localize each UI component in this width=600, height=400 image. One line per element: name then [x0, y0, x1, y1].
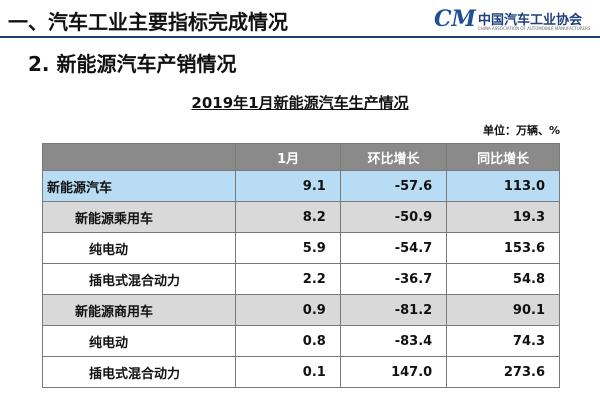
cell-value: 0.8: [235, 325, 341, 357]
cell-value: 19.3: [446, 201, 560, 233]
cell-value: 8.2: [235, 201, 341, 233]
table-title: 2019年1月新能源汽车生产情况: [191, 94, 409, 112]
cell-value: -36.7: [339, 263, 448, 295]
cell-value: 113.0: [446, 170, 560, 202]
table-row: 新能源乘用车 8.2 -50.9 19.3: [41, 201, 560, 233]
row-label: 新能源汽车: [41, 170, 237, 202]
cell-value: -54.7: [339, 232, 448, 264]
column-header: 环比增长: [339, 143, 448, 171]
unit: 单位：万辆、%: [482, 124, 560, 137]
cell-value: -83.4: [339, 325, 448, 357]
column-header: [41, 143, 237, 171]
column-header: 同比增长: [446, 143, 560, 171]
cell-value: 0.1: [235, 356, 341, 388]
table: 1月 环比增长 同比增长 新能源汽车 9.1 -57.6 113.0 新能源乘用车 8.2 -5…: [41, 143, 560, 388]
cell-value: 153.6: [446, 232, 560, 264]
cell-value: 54.8: [446, 263, 560, 295]
cell-value: -57.6: [339, 170, 448, 202]
table-row: 插电式混合动力 2.2 -36.7 54.8: [41, 263, 560, 295]
header-title: 一、汽车工业主要指标完成情况: [8, 10, 288, 34]
cell-value: 0.9: [235, 294, 341, 326]
row-label: 新能源商用车: [41, 294, 237, 326]
table-row: 插电式混合动力 0.1 147.0 273.6: [41, 356, 560, 388]
row-label: 新能源乘用车: [41, 201, 237, 233]
cell-value: 2.2: [235, 263, 341, 295]
table-row: 新能源汽车 9.1 -57.6 113.0: [41, 170, 560, 202]
table-row: 纯电动 5.9 -54.7 153.6: [41, 232, 560, 264]
header-rule: [0, 36, 600, 38]
logo-name: 中国汽车工业协会: [478, 13, 583, 28]
cell-value: 273.6: [446, 356, 560, 388]
table-row: 新能源商用车 0.9 -81.2 90.1: [41, 294, 560, 326]
cell-value: 74.3: [446, 325, 560, 357]
row-label: 纯电动: [41, 325, 237, 357]
logo-english: CHINA ASSOCIATION OF AUTOMOBILE MANUFACT…: [478, 26, 591, 31]
logo-mark: CM: [434, 6, 476, 32]
column-header: 1月: [235, 143, 341, 171]
cell-value: 9.1: [235, 170, 341, 202]
cell-value: 5.9: [235, 232, 341, 264]
cell-value: -50.9: [339, 201, 448, 233]
cell-value: 90.1: [446, 294, 560, 326]
row-label: 插电式混合动力: [41, 263, 237, 295]
table-row: 纯电动 0.8 -83.4 74.3: [41, 325, 560, 357]
cell-value: -81.2: [339, 294, 448, 326]
row-label: 插电式混合动力: [41, 356, 237, 388]
cell-value: 147.0: [339, 356, 448, 388]
section-title: 2. 新能源汽车产销情况: [28, 52, 237, 76]
row-label: 纯电动: [41, 232, 237, 264]
